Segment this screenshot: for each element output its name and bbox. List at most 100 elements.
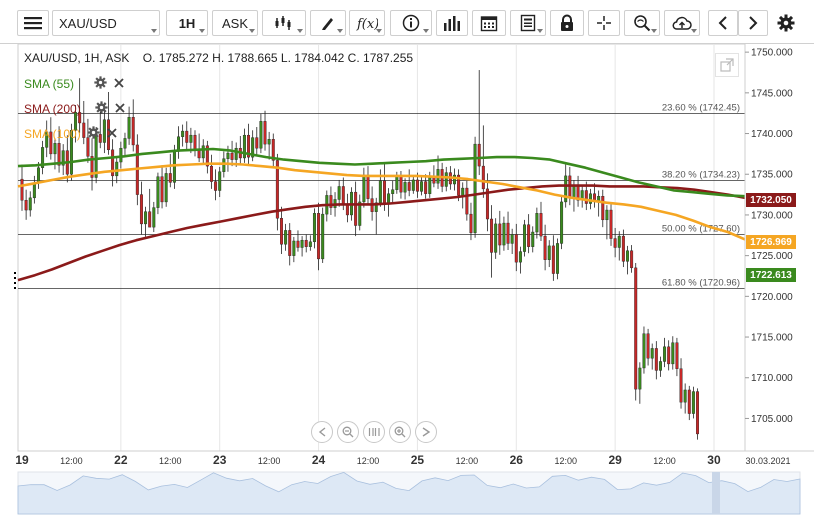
sma-200-price-tag: 1732.050 — [746, 193, 796, 207]
zoom-in-button[interactable] — [389, 421, 411, 443]
zoom-icon — [634, 15, 651, 32]
candle-body — [572, 185, 576, 199]
sma-200-settings-gear-icon[interactable] — [95, 101, 108, 117]
candle-body — [547, 245, 551, 260]
candle-body — [45, 131, 49, 148]
volume-button[interactable] — [436, 10, 468, 36]
candle-body — [78, 112, 82, 124]
drawing-tools-button[interactable] — [310, 10, 346, 36]
dropdown-caret-icon — [151, 29, 157, 33]
candle-body — [288, 230, 292, 256]
candle-body — [24, 200, 28, 211]
chevron-right-icon — [749, 16, 758, 30]
chart-type-button[interactable] — [262, 10, 306, 36]
x-tick-label: 12:00 — [653, 456, 676, 466]
sma-100-close-icon[interactable] — [106, 127, 118, 142]
candle-body — [514, 234, 518, 263]
settings-button[interactable] — [772, 10, 800, 36]
candle-body — [148, 211, 152, 228]
indicators-button[interactable]: f(x) — [349, 10, 385, 36]
candle-body — [82, 122, 86, 138]
moving-average-lines — [17, 147, 746, 282]
x-tick-label: 26 — [510, 453, 524, 467]
lock-button[interactable] — [550, 10, 584, 36]
x-tick-label: 30.03.2021 — [745, 456, 790, 466]
zoom-out-button[interactable] — [337, 421, 359, 443]
x-tick-label: 12:00 — [456, 456, 479, 466]
price-type-selector[interactable]: ASK — [212, 10, 258, 36]
sma-55-close-icon[interactable] — [113, 77, 125, 92]
candle-body — [490, 218, 494, 253]
candle-body — [646, 333, 650, 359]
info-close-label: C. — [347, 51, 360, 65]
candle-body — [420, 181, 424, 192]
x-tick-label: 12:00 — [554, 456, 577, 466]
info-timeframe: 1H — [84, 51, 100, 65]
candle-body — [667, 346, 671, 365]
fibonacci-levels[interactable]: 23.60 % (1742.45) 38.20 % (1734.23) 50.00 … — [18, 103, 745, 289]
crosshair-button[interactable] — [588, 10, 620, 36]
symbol-selector[interactable]: XAU/USD — [52, 10, 160, 36]
candle-body — [102, 119, 106, 143]
candle-body — [663, 346, 667, 362]
candle-body — [411, 179, 415, 191]
candle-body — [205, 145, 209, 167]
x-tick-label: 22 — [114, 453, 128, 467]
volume-bars-icon — [444, 16, 460, 31]
candle-body — [535, 213, 539, 233]
scroll-left-button[interactable] — [708, 10, 738, 36]
dropdown-caret-icon — [423, 29, 429, 33]
y-tick-label: 1710.000 — [751, 373, 793, 384]
candle-body — [518, 251, 522, 263]
gear-icon — [777, 14, 795, 32]
candle-body — [481, 165, 485, 190]
candle-body — [280, 217, 283, 245]
x-tick-label: 29 — [608, 453, 622, 467]
y-tick-label: 1720.000 — [751, 292, 793, 303]
sma-100-settings-gear-icon[interactable] — [87, 126, 100, 142]
timeframe-label: 1H — [178, 15, 196, 31]
sma-55-legend: SMA (55) — [24, 76, 125, 92]
candle-body — [498, 223, 502, 246]
menu-button[interactable] — [17, 10, 49, 36]
navigator-overview[interactable] — [14, 272, 801, 515]
candle-body — [36, 167, 40, 184]
calendar-button[interactable] — [472, 10, 506, 36]
pause-icon — [368, 428, 380, 436]
fib-level-label: 50.00 % (1727.60) — [662, 223, 740, 234]
candle-body — [465, 187, 469, 215]
candle-body — [399, 176, 403, 193]
candle-body — [275, 160, 279, 219]
candle-body — [564, 175, 568, 203]
popout-button[interactable] — [715, 53, 739, 77]
zoom-button[interactable] — [624, 10, 660, 36]
candle-body — [543, 235, 547, 260]
info-button[interactable] — [390, 10, 432, 36]
scroll-right-button[interactable] — [738, 10, 768, 36]
candle-body — [378, 180, 382, 203]
candle-body — [687, 389, 691, 414]
candle-body — [683, 389, 687, 403]
candle-body — [308, 241, 312, 247]
candle-body — [230, 152, 234, 160]
sma-200-line — [17, 184, 746, 282]
candle-body — [218, 171, 222, 191]
timeframe-selector[interactable]: 1H — [166, 10, 208, 36]
candle-body — [267, 139, 271, 145]
sma-55-settings-gear-icon[interactable] — [94, 76, 107, 92]
rewind-button[interactable] — [311, 421, 333, 443]
pause-button[interactable] — [363, 421, 385, 443]
sma-200-close-icon[interactable] — [114, 102, 126, 117]
candle-body — [86, 137, 90, 157]
price-chart[interactable]: 23.60 % (1742.45) 38.20 % (1734.23) 50.00 … — [0, 44, 814, 523]
x-tick-label: 12:00 — [60, 456, 83, 466]
share-button[interactable] — [664, 10, 700, 36]
templates-button[interactable] — [510, 10, 546, 36]
candle-body — [473, 143, 477, 234]
y-tick-label: 1730.000 — [751, 210, 793, 221]
candle-body — [28, 197, 32, 211]
sma-55-line — [17, 147, 746, 198]
candle-body — [284, 230, 288, 245]
play-button[interactable] — [415, 421, 437, 443]
candle-body — [119, 147, 123, 163]
